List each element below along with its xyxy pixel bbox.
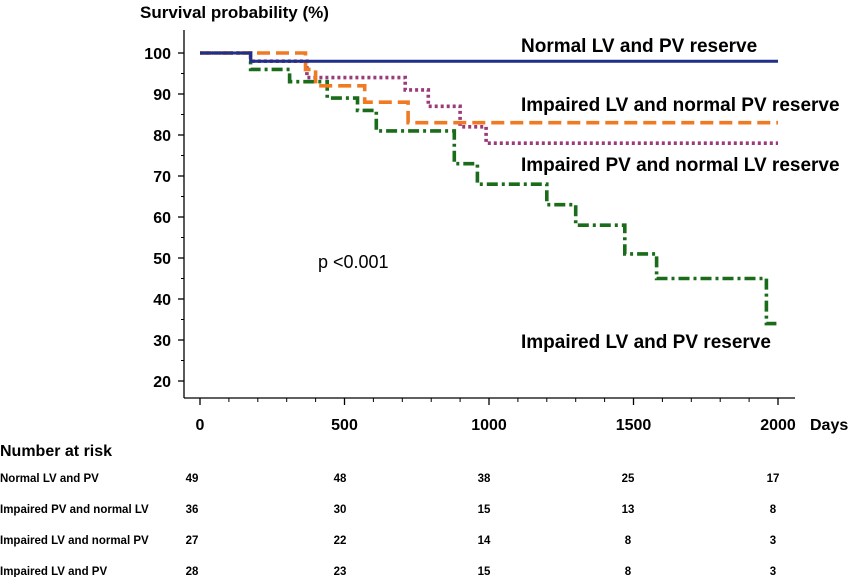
- x-tick-label: 1000: [471, 417, 507, 434]
- series-line-1: [200, 51, 778, 63]
- risk-row-label: Normal LV and PV: [0, 473, 99, 485]
- risk-cell: 25: [622, 473, 635, 485]
- series-labels: Normal LV and PV reserve Impaired LV and …: [521, 36, 840, 353]
- x-tick-label: 500: [331, 417, 358, 434]
- series-label-1: Normal LV and PV reserve: [521, 36, 757, 57]
- risk-cell: 3: [770, 566, 776, 577]
- series-line-2: [200, 51, 778, 125]
- series-line-4: [200, 51, 778, 326]
- series-label-3: Impaired PV and normal LV reserve: [521, 155, 840, 176]
- series-label-4: Impaired LV and PV reserve: [521, 332, 771, 353]
- x-tick-label: 0: [196, 417, 205, 434]
- risk-table-title: Number at risk: [0, 443, 112, 460]
- risk-cell: 8: [625, 535, 632, 547]
- y-tick-label: 100: [144, 46, 171, 63]
- y-tick-label: 60: [153, 210, 171, 227]
- y-tick-label: 70: [153, 169, 171, 186]
- risk-cell: 8: [770, 504, 777, 516]
- risk-cell: 38: [478, 473, 491, 485]
- x-axis-title: Days: [810, 417, 848, 434]
- risk-cell: 23: [334, 566, 347, 577]
- risk-row-label: Impaired LV and PV: [0, 566, 107, 577]
- series-label-2: Impaired LV and normal PV reserve: [521, 95, 840, 116]
- p-value-annotation: p <0.001: [318, 252, 389, 272]
- risk-cell: 15: [478, 504, 491, 516]
- y-tick-label: 80: [153, 128, 171, 145]
- risk-cell: 13: [622, 504, 635, 516]
- risk-cell: 17: [767, 473, 780, 485]
- risk-cell: 15: [478, 566, 491, 577]
- risk-cell: 36: [186, 504, 199, 516]
- risk-cell: 28: [186, 566, 199, 577]
- risk-cell: 30: [334, 504, 347, 516]
- risk-cell: 27: [186, 535, 199, 547]
- risk-cell: 48: [334, 473, 347, 485]
- y-tick-label: 40: [153, 292, 171, 309]
- risk-row-label: Impaired PV and normal LV: [0, 504, 149, 516]
- risk-cell: 3: [770, 535, 776, 547]
- series-lines: [200, 51, 778, 326]
- x-tick-label: 1500: [616, 417, 652, 434]
- risk-cell: 14: [478, 535, 491, 547]
- x-tick-label: 2000: [760, 417, 796, 434]
- y-tick-label: 30: [153, 333, 171, 350]
- y-axis-title: Survival probability (%): [140, 3, 329, 22]
- risk-row-label: Impaired LV and normal PV: [0, 535, 149, 547]
- risk-cell: 49: [186, 473, 199, 485]
- risk-cell: 8: [625, 566, 632, 577]
- y-tick-label: 50: [153, 251, 171, 268]
- risk-cell: 22: [334, 535, 347, 547]
- y-tick-label: 20: [153, 374, 171, 391]
- y-tick-label: 90: [153, 87, 171, 104]
